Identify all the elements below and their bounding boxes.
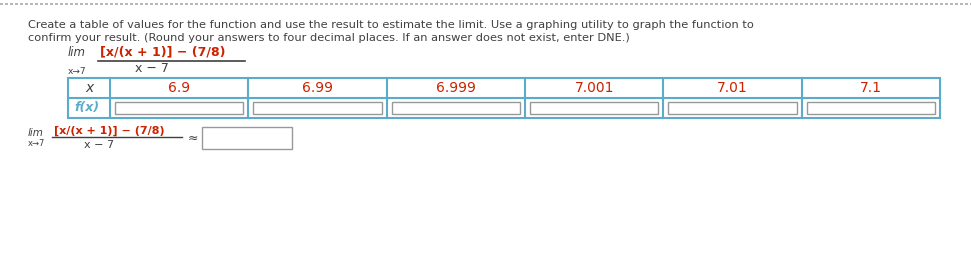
Bar xyxy=(668,102,796,114)
Text: 7.1: 7.1 xyxy=(860,81,882,95)
Text: 7.01: 7.01 xyxy=(718,81,748,95)
Text: x→7: x→7 xyxy=(68,68,86,76)
Text: 6.999: 6.999 xyxy=(436,81,476,95)
Bar xyxy=(115,102,244,114)
Text: ≈: ≈ xyxy=(188,131,198,145)
Bar xyxy=(807,102,935,114)
Text: 6.99: 6.99 xyxy=(302,81,333,95)
Text: confirm your result. (Round your answers to four decimal places. If an answer do: confirm your result. (Round your answers… xyxy=(28,33,630,43)
Text: [x/(x + 1)] − (7/8): [x/(x + 1)] − (7/8) xyxy=(54,126,165,136)
Text: lim: lim xyxy=(68,46,86,58)
Text: x − 7: x − 7 xyxy=(135,63,169,76)
Text: x: x xyxy=(84,81,93,95)
Bar xyxy=(68,78,940,118)
Bar xyxy=(202,127,292,149)
Bar xyxy=(391,102,520,114)
Text: 7.001: 7.001 xyxy=(575,81,614,95)
Text: lim: lim xyxy=(28,128,44,138)
Text: Create a table of values for the function and use the result to estimate the lim: Create a table of values for the functio… xyxy=(28,20,753,30)
Text: [x/(x + 1)] − (7/8): [x/(x + 1)] − (7/8) xyxy=(100,46,225,58)
Bar xyxy=(530,102,658,114)
Text: x − 7: x − 7 xyxy=(84,140,115,150)
Text: x→7: x→7 xyxy=(28,140,46,148)
Text: f(x): f(x) xyxy=(75,101,100,115)
Text: 6.9: 6.9 xyxy=(168,81,190,95)
Bar xyxy=(253,102,382,114)
